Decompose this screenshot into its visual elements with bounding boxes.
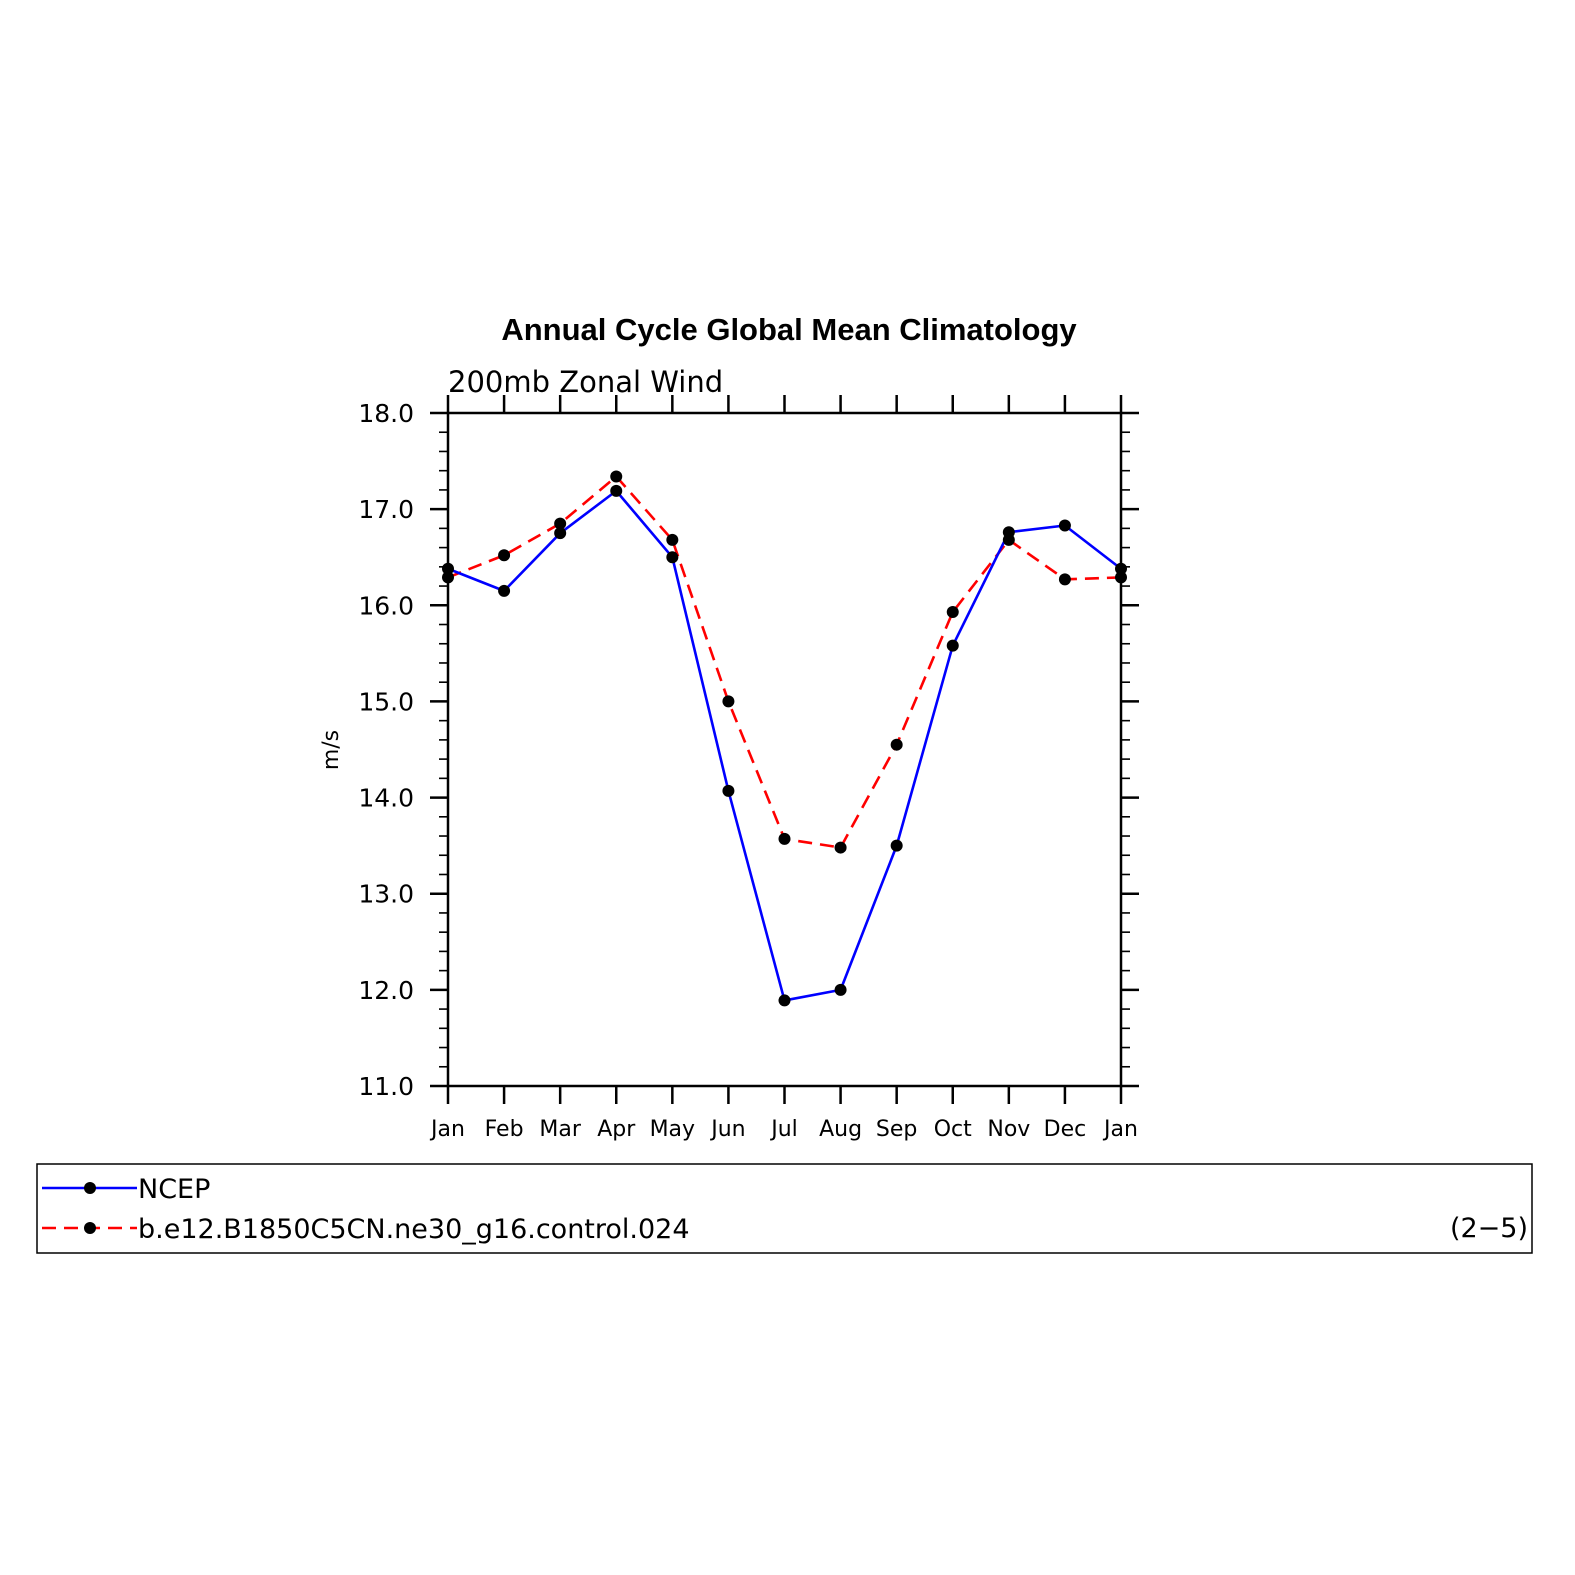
series-0-point	[890, 839, 903, 852]
series-0-point	[610, 484, 623, 497]
chart-title: Annual Cycle Global Mean Climatology	[501, 312, 1077, 347]
legend-marker-0	[84, 1182, 96, 1194]
x-tick-label: Nov	[987, 1117, 1030, 1142]
series-1-point	[778, 832, 791, 845]
chart-subtitle: 200mb Zonal Wind	[448, 365, 723, 399]
series-1-point	[722, 695, 735, 708]
y-tick-labels: 11.0 12.0 13.0 14.0 15.0 16.0 17.0 18.0	[358, 399, 414, 1101]
legend-marker-1	[84, 1222, 96, 1234]
series-0-point	[834, 983, 847, 996]
x-tick-label: May	[650, 1117, 695, 1142]
y-tick-label: 18.0	[358, 399, 414, 428]
series-line-0	[447, 489, 1122, 1002]
y-axis-label: m/s	[319, 730, 344, 770]
y-tick-label: 15.0	[358, 687, 414, 716]
panel-annotation: (2−5)	[1450, 1213, 1528, 1244]
x-tick-labels: Jan Feb Mar Apr May Jun Jul Aug Sep Oct Nov Dec Jan	[429, 1117, 1138, 1142]
x-tick-label: Dec	[1044, 1117, 1087, 1142]
axis-ticks	[430, 395, 1139, 1104]
x-tick-label: Aug	[819, 1117, 862, 1142]
y-tick-label: 11.0	[358, 1072, 414, 1101]
x-tick-label: Sep	[876, 1117, 917, 1142]
series-0-point	[722, 784, 735, 797]
series-1-point	[834, 841, 847, 854]
x-tick-label: Jan	[1102, 1117, 1138, 1142]
legend: NCEP b.e12.B1850C5CN.ne30_g16.control.024…	[36, 1163, 1533, 1254]
series-1-point	[1058, 573, 1071, 586]
y-tick-label: 17.0	[358, 495, 414, 524]
y-tick-label: 16.0	[358, 591, 414, 620]
y-tick-label: 14.0	[358, 784, 414, 813]
series-0-point	[1002, 526, 1015, 539]
legend-items: NCEP b.e12.B1850C5CN.ne30_g16.control.024	[42, 1174, 690, 1245]
x-tick-label: Oct	[934, 1117, 972, 1142]
legend-box	[36, 1163, 1533, 1254]
series-0-point	[666, 551, 679, 564]
series-1-point	[890, 738, 903, 751]
series-0-point	[778, 994, 791, 1007]
series-0-point	[554, 527, 567, 540]
x-tick-label: Mar	[539, 1117, 581, 1142]
x-tick-label: Apr	[597, 1117, 636, 1142]
series-0-point	[1058, 519, 1071, 532]
series-0-point	[946, 639, 959, 652]
series-1-point	[554, 517, 567, 530]
x-tick-label: Jan	[429, 1117, 465, 1142]
x-tick-label: Jul	[769, 1117, 798, 1142]
x-tick-label: Jun	[709, 1117, 745, 1142]
series-1-point	[610, 470, 623, 483]
legend-label-0: NCEP	[138, 1174, 210, 1205]
plot-frame	[446, 411, 1123, 1088]
series-1-point	[666, 533, 679, 546]
x-tick-label: Feb	[485, 1117, 524, 1142]
series-1-point	[946, 606, 959, 619]
plot-series	[442, 470, 1127, 1007]
series-0-point	[498, 584, 511, 597]
y-tick-label: 12.0	[358, 976, 414, 1005]
legend-label-1: b.e12.B1850C5CN.ne30_g16.control.024	[138, 1214, 690, 1245]
y-tick-label: 13.0	[358, 880, 414, 909]
series-1-point	[498, 549, 511, 562]
